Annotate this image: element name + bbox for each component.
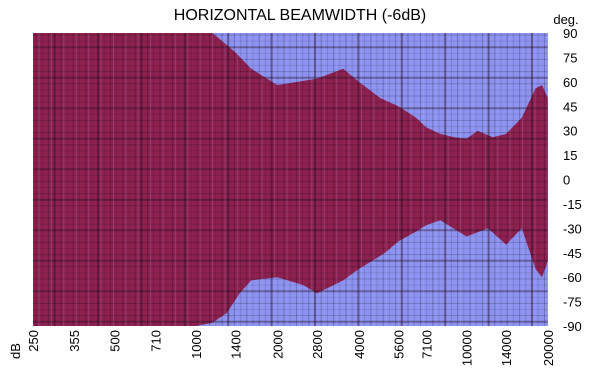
x-tick-label: 20000 <box>541 330 556 366</box>
x-tick-label: 10000 <box>460 330 475 366</box>
y-tick-label: 90 <box>563 26 577 41</box>
y-tick-label: -75 <box>563 295 582 310</box>
y-tick-label: -30 <box>563 221 582 236</box>
y-tick-label: 30 <box>563 124 577 139</box>
x-tick-label: 7100 <box>419 330 434 359</box>
x-tick-label: 5600 <box>391 330 406 359</box>
x-tick-labels: 250 355 500 710 1000 1400 2000 2800 4000 5600 7100… <box>26 330 556 366</box>
y-tick-label: 60 <box>563 75 577 90</box>
y-tick-label: 15 <box>563 148 577 163</box>
x-tick-label: 710 <box>149 330 164 352</box>
x-tick-label: 4000 <box>352 330 367 359</box>
x-unit-label: dB <box>8 343 23 359</box>
y-tick-label: -60 <box>563 270 582 285</box>
x-tick-label: 500 <box>108 330 123 352</box>
plot-area <box>33 33 548 326</box>
y-tick-label: -90 <box>563 319 582 334</box>
x-tick-label: 250 <box>26 330 41 352</box>
y-tick-label: -15 <box>563 197 582 212</box>
x-tick-label: 1400 <box>229 330 244 359</box>
chart-title: HORIZONTAL BEAMWIDTH (-6dB) <box>174 7 426 24</box>
x-tick-label: 2000 <box>270 330 285 359</box>
grid-lines <box>33 33 548 326</box>
y-tick-label: -45 <box>563 246 582 261</box>
x-tick-label: 355 <box>67 330 82 352</box>
y-tick-labels: 90 75 60 45 30 15 0 -15 -30 -45 -60 -75 -90 <box>563 26 582 334</box>
x-tick-label: 1000 <box>189 330 204 359</box>
x-tick-label: 14000 <box>499 330 514 366</box>
y-tick-label: 45 <box>563 99 577 114</box>
in-beam-region <box>33 33 548 326</box>
y-unit-label: deg. <box>553 12 578 27</box>
y-tick-label: 0 <box>563 173 570 188</box>
y-tick-label: 75 <box>563 50 577 65</box>
x-tick-label: 2800 <box>310 330 325 359</box>
